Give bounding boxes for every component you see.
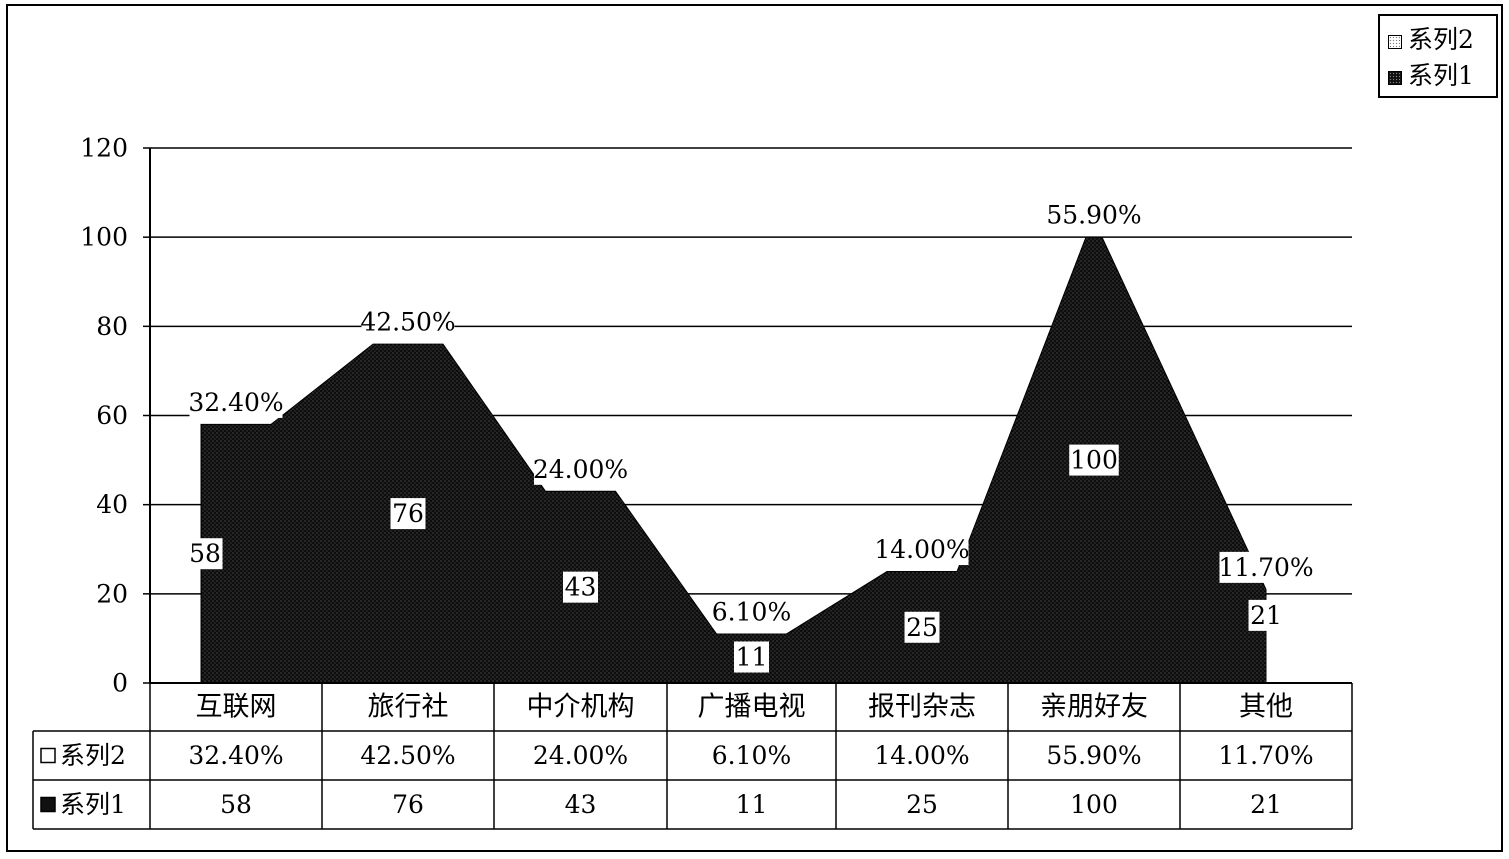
table-cell-series2-6: 11.70%	[1218, 741, 1313, 770]
table-cell-series1-1: 76	[392, 790, 424, 819]
x-tick-label-3: 广播电视	[698, 692, 806, 723]
series1-label-3: 11	[736, 643, 768, 672]
series2-label-1-bg	[361, 306, 455, 338]
table-cell-series1-6: 21	[1250, 790, 1282, 819]
table-row-header-series2: 系列2	[60, 741, 126, 770]
series1-area	[200, 236, 1267, 684]
legend-item-series2: 系列2	[1388, 24, 1474, 56]
legend-swatch-series2	[1388, 34, 1402, 49]
series1-label-5: 100	[1070, 446, 1118, 475]
table-swatch-series1	[40, 796, 56, 813]
series2-label-5: 55.90%	[1046, 201, 1141, 230]
legend-item-series1: 系列1	[1388, 60, 1474, 92]
table-cell-series2-3: 6.10%	[712, 741, 791, 770]
y-tick-label-120: 120	[80, 134, 128, 163]
series1-label-6: 21	[1250, 601, 1282, 630]
legend: 系列2 系列1	[1378, 14, 1498, 98]
series2-label-3-bg	[712, 596, 791, 628]
legend-label-series1: 系列1	[1408, 61, 1474, 90]
series2-label-4-bg	[875, 534, 969, 566]
series1-label-1: 76	[392, 499, 424, 528]
y-tick-label-40: 40	[96, 490, 128, 519]
table-cell-series1-4: 25	[906, 790, 938, 819]
x-tick-label-4: 报刊杂志	[868, 692, 976, 723]
series1-label-0: 58	[189, 539, 221, 568]
series1-label-2: 43	[565, 573, 597, 602]
series2-label-6-bg	[1219, 551, 1313, 583]
series2-label-3: 6.10%	[712, 597, 791, 626]
series1-label-4: 25	[906, 613, 938, 642]
series2-label-2-bg	[534, 453, 627, 485]
series1-label-5-bg	[1069, 444, 1119, 476]
table-cell-series2-1: 42.50%	[360, 741, 455, 770]
series1-label-4-bg	[904, 611, 940, 643]
series1-label-0-bg	[187, 538, 223, 570]
series1-label-3-bg	[734, 641, 769, 673]
series2-label-0-bg	[189, 386, 283, 418]
y-tick-label-100: 100	[80, 223, 128, 252]
table-cell-series1-2: 43	[565, 790, 597, 819]
series2-label-2: 24.00%	[533, 455, 628, 484]
series2-label-5-bg	[1047, 199, 1141, 231]
y-tick-label-60: 60	[96, 401, 128, 430]
table-row-header-series1: 系列1	[60, 790, 126, 819]
chart-frame	[6, 4, 1503, 852]
legend-swatch-series1	[1388, 70, 1402, 85]
table-cell-series2-2: 24.00%	[533, 741, 628, 770]
x-tick-label-2: 中介机构	[527, 692, 635, 723]
x-tick-label-1: 旅行社	[368, 692, 449, 723]
table-cell-series1-0: 58	[220, 790, 252, 819]
series2-label-0: 32.40%	[188, 388, 283, 417]
series1-label-6-bg	[1248, 599, 1284, 631]
x-tick-label-6: 其他	[1239, 692, 1293, 723]
series2-label-1: 42.50%	[360, 308, 455, 337]
y-tick-label-20: 20	[96, 579, 128, 608]
series2-label-4: 14.00%	[874, 535, 969, 564]
table-cell-series2-5: 55.90%	[1046, 741, 1141, 770]
series1-label-1-bg	[390, 498, 426, 530]
series2-label-6: 11.70%	[1218, 553, 1313, 582]
y-tick-label-80: 80	[96, 312, 128, 341]
table-cell-series2-4: 14.00%	[874, 741, 969, 770]
table-swatch-series2	[40, 747, 56, 764]
table-cell-series1-5: 100	[1070, 790, 1118, 819]
x-tick-label-0: 互联网	[196, 692, 277, 723]
x-tick-label-5: 亲朋好友	[1040, 692, 1148, 723]
table-cell-series1-3: 11	[736, 790, 768, 819]
legend-label-series2: 系列2	[1408, 25, 1474, 54]
y-tick-label-0: 0	[112, 669, 128, 698]
table-cell-series2-0: 32.40%	[188, 741, 283, 770]
series1-label-2-bg	[563, 571, 598, 603]
